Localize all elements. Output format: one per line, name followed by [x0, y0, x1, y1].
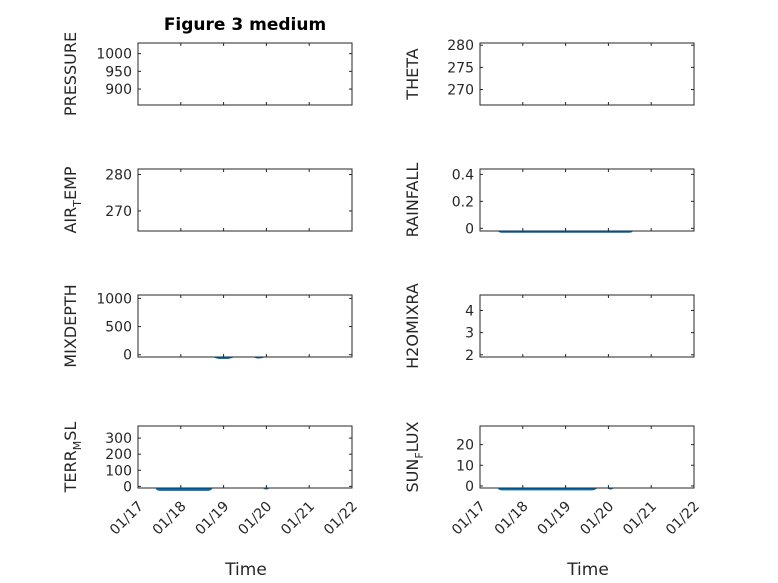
axes-box	[137, 42, 353, 106]
x-tick-label: 01/17	[107, 499, 147, 539]
y-tick-label: 275	[447, 60, 474, 76]
panel-sun-flux: 0 10 20 01/17 01/18 01/19 01/20 01/21 01/22 SUNFL…	[403, 421, 703, 538]
x-tick-label: 01/22	[321, 499, 361, 539]
y-axis-label-sun-flux: SUNFLUX	[403, 421, 426, 492]
y-tick-label: 280	[105, 167, 132, 183]
x-tick-label: 01/19	[193, 499, 233, 539]
panel-mixdepth: 0 500 1000 MIXDEPTH	[61, 284, 353, 368]
y-tick-label: 900	[105, 82, 132, 98]
y-tick-label: 0.4	[452, 167, 474, 183]
x-tick-label: 01/21	[278, 499, 318, 539]
y-tick-label: 20	[456, 438, 474, 454]
figure-title: Figure 3 medium	[164, 15, 326, 35]
y-tick-label: 0	[465, 221, 474, 237]
y-tick-label: 4	[465, 304, 474, 320]
y-axis-label-pressure: PRESSURE	[61, 32, 80, 116]
panel-h2omixra: 2 3 4 H2OMIXRA	[403, 283, 695, 369]
axes-box	[479, 42, 695, 106]
axes-box	[137, 168, 353, 232]
x-tick-label: 01/17	[449, 499, 489, 539]
x-tick-label: 01/20	[577, 499, 617, 539]
axes-box	[137, 294, 353, 358]
y-axis-label-rainfall: RAINFALL	[403, 163, 422, 238]
y-tick-label: 0	[123, 348, 132, 364]
y-tick-label: 1000	[96, 47, 132, 63]
axes-box	[137, 425, 353, 489]
y-tick-label: 3	[465, 326, 474, 342]
y-tick-label: 0	[465, 479, 474, 495]
x-axis-label-left: Time	[224, 560, 267, 580]
x-tick-label: 01/22	[663, 499, 703, 539]
x-tick-label: 01/21	[620, 499, 660, 539]
y-tick-label: 2	[465, 348, 474, 364]
y-axis-label-terr-msl: TERRMSL	[61, 422, 84, 494]
y-tick-label: 500	[105, 320, 132, 336]
y-axis-label-mixdepth: MIXDEPTH	[61, 284, 80, 367]
axes-box	[479, 294, 695, 358]
panel-rainfall: 0 0.2 0.4 RAINFALL	[403, 163, 695, 238]
x-tick-label: 01/20	[235, 499, 275, 539]
y-tick-label: 950	[105, 64, 132, 80]
panel-theta: 270 275 280 THETA	[403, 38, 695, 106]
axes-box	[479, 168, 695, 232]
panel-air-temp: 270 280 AIRTEMP	[61, 166, 353, 234]
y-axis-label-h2omixra: H2OMIXRA	[403, 283, 422, 369]
y-tick-label: 280	[447, 38, 474, 54]
x-axis-label-right: Time	[566, 560, 609, 580]
x-tick-label: 01/18	[492, 499, 532, 539]
x-tick-label: 01/19	[535, 499, 575, 539]
y-tick-label: 0	[123, 479, 132, 495]
y-tick-label: 100	[105, 463, 132, 479]
axes-box	[479, 425, 695, 489]
y-tick-label: 270	[447, 83, 474, 99]
y-tick-label: 300	[105, 431, 132, 447]
y-tick-label: 1000	[96, 291, 132, 307]
y-tick-label: 200	[105, 447, 132, 463]
y-axis-label-theta: THETA	[403, 48, 422, 100]
x-tick-label: 01/18	[150, 499, 190, 539]
y-axis-label-air-temp: AIRTEMP	[61, 166, 84, 233]
y-tick-label: 0.2	[452, 194, 474, 210]
y-tick-label: 10	[456, 458, 474, 474]
y-tick-label: 270	[105, 204, 132, 220]
